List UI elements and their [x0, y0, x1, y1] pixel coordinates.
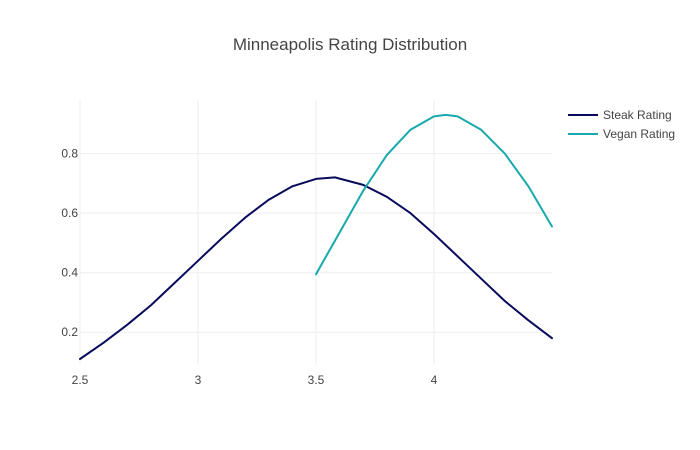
plot-area [79, 113, 553, 360]
y-tick-label: 0.6 [61, 206, 78, 220]
gridlines [79, 100, 552, 365]
legend: Steak Rating Vegan Rating [568, 108, 675, 141]
axis-ticks: 2.5 3 3.5 4 0.2 0.4 0.6 0.8 [61, 147, 437, 387]
y-tick-label: 0.8 [61, 147, 78, 161]
x-tick-label: 2.5 [72, 373, 89, 387]
legend-item: Vegan Rating [568, 127, 675, 141]
legend-label: Vegan Rating [603, 127, 675, 141]
x-tick-label: 4 [431, 373, 438, 387]
series-line-steak-rating [79, 176, 553, 360]
y-tick-label: 0.2 [61, 325, 78, 339]
x-tick-label: 3.5 [308, 373, 325, 387]
x-tick-label: 3 [195, 373, 202, 387]
series-line-vegan-rating [315, 113, 553, 276]
y-tick-label: 0.4 [61, 266, 78, 280]
legend-label: Steak Rating [603, 108, 672, 122]
chart-title: Minneapolis Rating Distribution [233, 35, 467, 54]
legend-item: Steak Rating [568, 108, 672, 122]
